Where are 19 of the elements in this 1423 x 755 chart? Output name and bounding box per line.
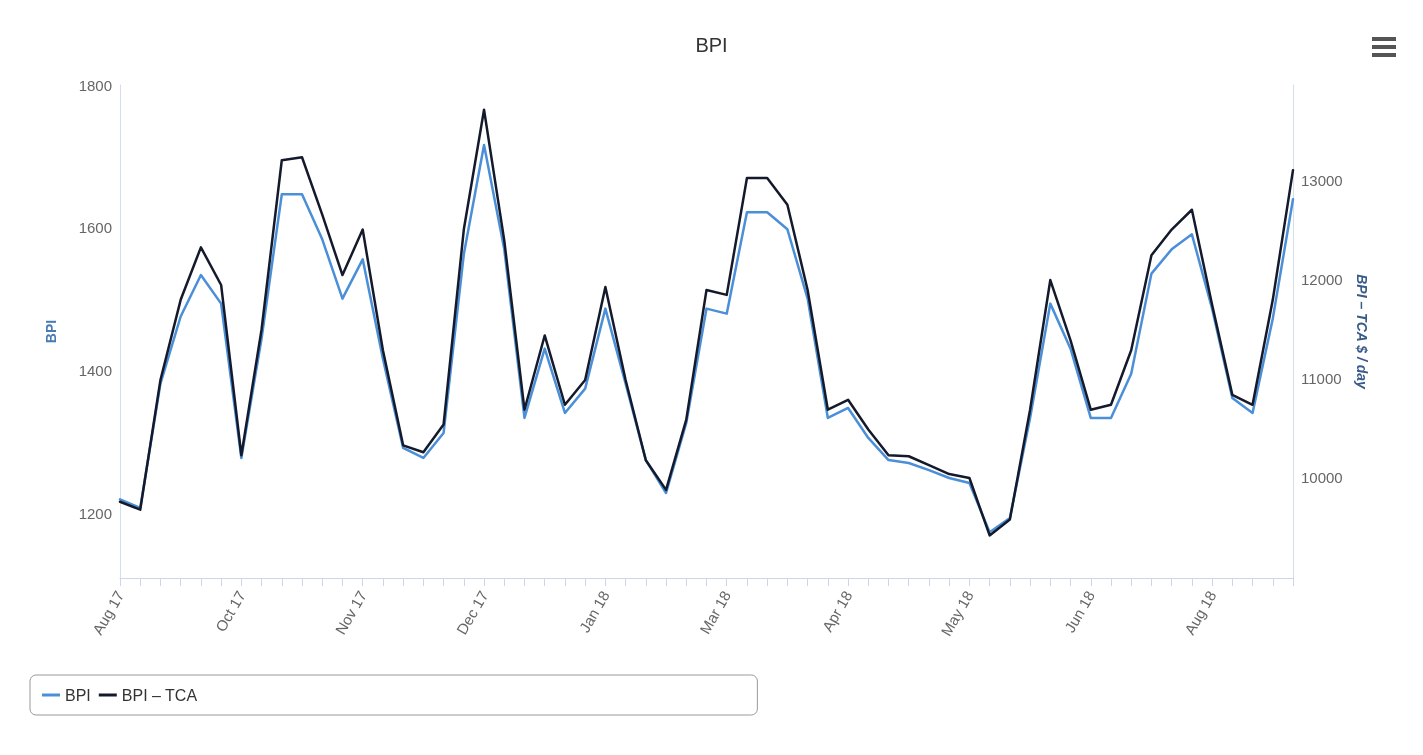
x-tick-label: Oct 17: [211, 587, 249, 635]
y2-tick-label: 10000: [1301, 468, 1343, 486]
x-tick-label: Jun 18: [1060, 587, 1099, 636]
y-tick-label: 1200: [78, 505, 112, 523]
y-axis-title: BPI: [43, 319, 59, 344]
legend-label: BPI: [65, 686, 91, 704]
x-tick-label: Apr 18: [818, 587, 856, 635]
chart-title: BPI: [695, 34, 728, 56]
y2-tick-label: 11000: [1301, 369, 1342, 387]
y2-axis-title: BPI – TCA $ / day: [1354, 274, 1370, 391]
y-tick-label: 1400: [78, 362, 112, 380]
legend-label: BPI – TCA: [121, 686, 198, 704]
x-tick-label: Mar 18: [696, 587, 735, 637]
y-tick-label: 1800: [78, 76, 112, 94]
y-tick-label: 1600: [78, 219, 112, 237]
y2-tick-label: 13000: [1301, 171, 1343, 189]
x-tick-label: Dec 17: [452, 587, 492, 638]
y2-tick-label: 12000: [1301, 270, 1343, 288]
x-tick-label: Jan 18: [575, 587, 613, 636]
